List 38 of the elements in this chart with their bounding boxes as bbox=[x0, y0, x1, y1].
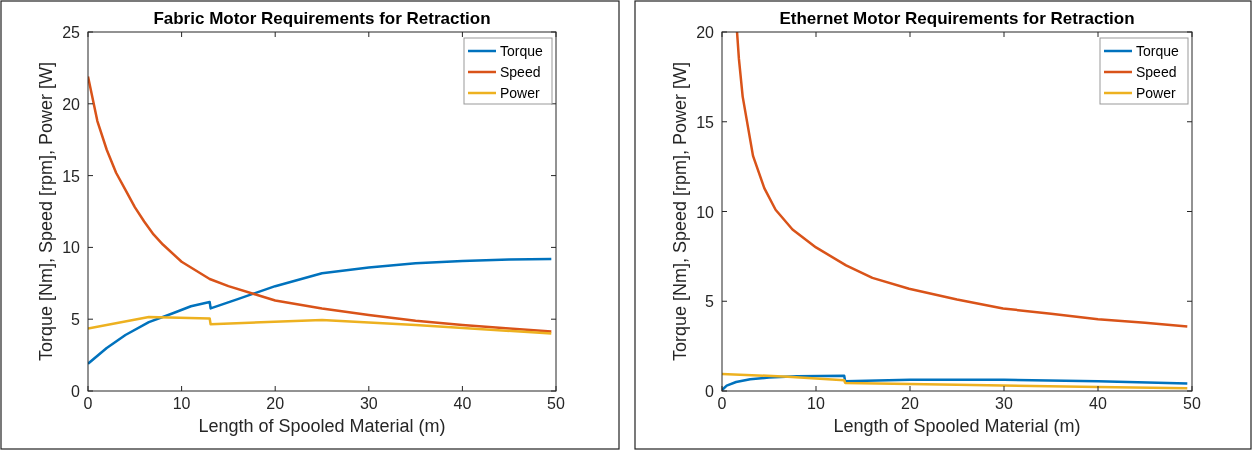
x-tick-label: 10 bbox=[807, 395, 825, 412]
x-tick-label: 30 bbox=[359, 395, 378, 412]
legend-label: Torque bbox=[500, 43, 544, 59]
y-axis-title: Torque [Nm], Speed [rpm], Power [W] bbox=[670, 61, 690, 362]
y-tick-label: 5 bbox=[705, 293, 715, 311]
legend-label: Speed bbox=[500, 64, 541, 80]
y-tick-label: 20 bbox=[696, 24, 715, 41]
y-tick-label: 0 bbox=[705, 383, 715, 400]
x-tick-label: 0 bbox=[83, 395, 93, 412]
y-tick-label: 15 bbox=[62, 167, 81, 185]
x-tick-label: 20 bbox=[901, 395, 919, 412]
line-series bbox=[88, 315, 553, 335]
x-tick-label: 0 bbox=[717, 395, 727, 412]
x-tick-label: 50 bbox=[1183, 395, 1201, 412]
y-tick-label: 25 bbox=[62, 24, 81, 41]
y-tick-label: 20 bbox=[62, 95, 81, 113]
x-tick-label: 10 bbox=[172, 395, 191, 412]
y-tick-label: 10 bbox=[62, 239, 81, 257]
chart-title: Fabric Motor Requirements for Retraction bbox=[153, 9, 491, 28]
x-tick-label: 20 bbox=[266, 395, 285, 412]
legend-label: Power bbox=[500, 85, 541, 101]
x-tick-label: 50 bbox=[547, 395, 565, 412]
y-axis-title: Torque [Nm], Speed [rpm], Power [W] bbox=[36, 61, 56, 362]
x-axis-title: Length of Spooled Material (m) bbox=[198, 416, 446, 436]
line-series bbox=[735, 32, 1189, 328]
y-tick-label: 5 bbox=[71, 311, 81, 329]
line-series bbox=[88, 257, 553, 365]
legend-label: Power bbox=[1136, 85, 1177, 101]
y-tick-label: 0 bbox=[71, 383, 81, 400]
x-axis-title: Length of Spooled Material (m) bbox=[833, 416, 1081, 436]
chart-title: Ethernet Motor Requirements for Retraction bbox=[779, 9, 1135, 28]
legend-label: Speed bbox=[1136, 64, 1177, 80]
x-tick-label: 40 bbox=[1089, 395, 1107, 412]
legend-label: Torque bbox=[1136, 43, 1180, 59]
x-tick-label: 40 bbox=[453, 395, 472, 412]
y-tick-label: 15 bbox=[696, 113, 715, 131]
y-tick-label: 10 bbox=[696, 203, 715, 221]
x-tick-label: 30 bbox=[995, 395, 1013, 412]
